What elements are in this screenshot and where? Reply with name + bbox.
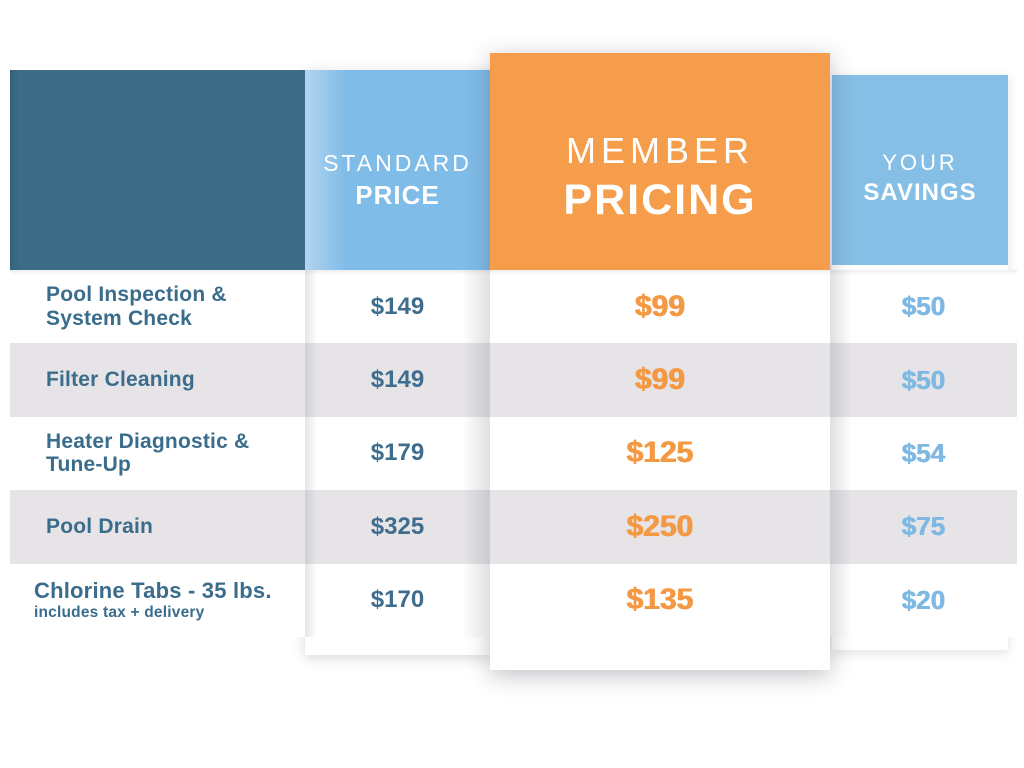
service-label: Pool Drain bbox=[10, 490, 305, 563]
standard-header-line1: STANDARD bbox=[323, 149, 472, 176]
service-label-line: Heater Diagnostic & bbox=[46, 429, 250, 453]
member-price-value: $99 bbox=[634, 363, 686, 397]
table-row: Filter Cleaning $149 $99 $50 bbox=[10, 343, 1017, 417]
member-price-value: $99 bbox=[634, 289, 686, 323]
member-price-value: $135 bbox=[626, 583, 694, 617]
savings-header-line1: YOUR bbox=[882, 149, 958, 175]
your-savings-header: YOUR SAVINGS bbox=[832, 75, 1008, 265]
service-label-line: Pool Drain bbox=[46, 515, 154, 539]
standard-header-line2: PRICE bbox=[355, 179, 440, 210]
service-column-header-block bbox=[10, 70, 305, 270]
service-label-line: System Check bbox=[46, 306, 192, 330]
service-label: Pool Inspection & System Check bbox=[10, 270, 305, 343]
service-label-line: Pool Inspection & bbox=[46, 283, 227, 307]
member-price-value: $125 bbox=[626, 436, 694, 470]
savings-value: $75 bbox=[901, 511, 946, 542]
service-label: Filter Cleaning bbox=[10, 343, 305, 416]
service-label: Chlorine Tabs - 35 lbs. includes tax + de… bbox=[10, 564, 305, 637]
table-row: Pool Drain $325 $250 $75 bbox=[10, 490, 1017, 564]
member-header-line2: PRICING bbox=[563, 176, 757, 224]
table-row: Pool Inspection & System Check $149 $99 $50 bbox=[10, 270, 1017, 344]
table-row: Heater Diagnostic & Tune-Up $179 $125 $54 bbox=[10, 416, 1017, 491]
member-pricing-header: MEMBER PRICING bbox=[490, 53, 830, 270]
savings-value: $50 bbox=[901, 291, 946, 322]
savings-value: $20 bbox=[901, 584, 946, 615]
service-sublabel: includes tax + delivery bbox=[34, 604, 205, 622]
standard-price-value: $325 bbox=[370, 512, 425, 540]
service-label-line: Tune-Up bbox=[46, 453, 131, 477]
standard-price-value: $149 bbox=[370, 292, 425, 320]
member-price-value: $250 bbox=[626, 509, 694, 543]
member-header-line1: MEMBER bbox=[565, 130, 754, 171]
pricing-rows: Pool Inspection & System Check $149 $99 $50 F… bbox=[10, 270, 1017, 637]
standard-price-value: $170 bbox=[370, 586, 425, 614]
savings-value: $54 bbox=[901, 437, 946, 468]
table-row: Chlorine Tabs - 35 lbs. includes tax + de… bbox=[10, 563, 1017, 637]
service-label-line: Filter Cleaning bbox=[46, 368, 195, 392]
standard-price-value: $179 bbox=[370, 439, 425, 467]
savings-header-line2: SAVINGS bbox=[863, 178, 977, 206]
standard-price-header: STANDARD PRICE bbox=[305, 70, 490, 270]
service-label-line: Chlorine Tabs - 35 lbs. bbox=[34, 577, 272, 603]
standard-price-value: $149 bbox=[370, 366, 425, 394]
savings-value: $50 bbox=[901, 364, 946, 395]
service-label: Heater Diagnostic & Tune-Up bbox=[10, 417, 305, 490]
